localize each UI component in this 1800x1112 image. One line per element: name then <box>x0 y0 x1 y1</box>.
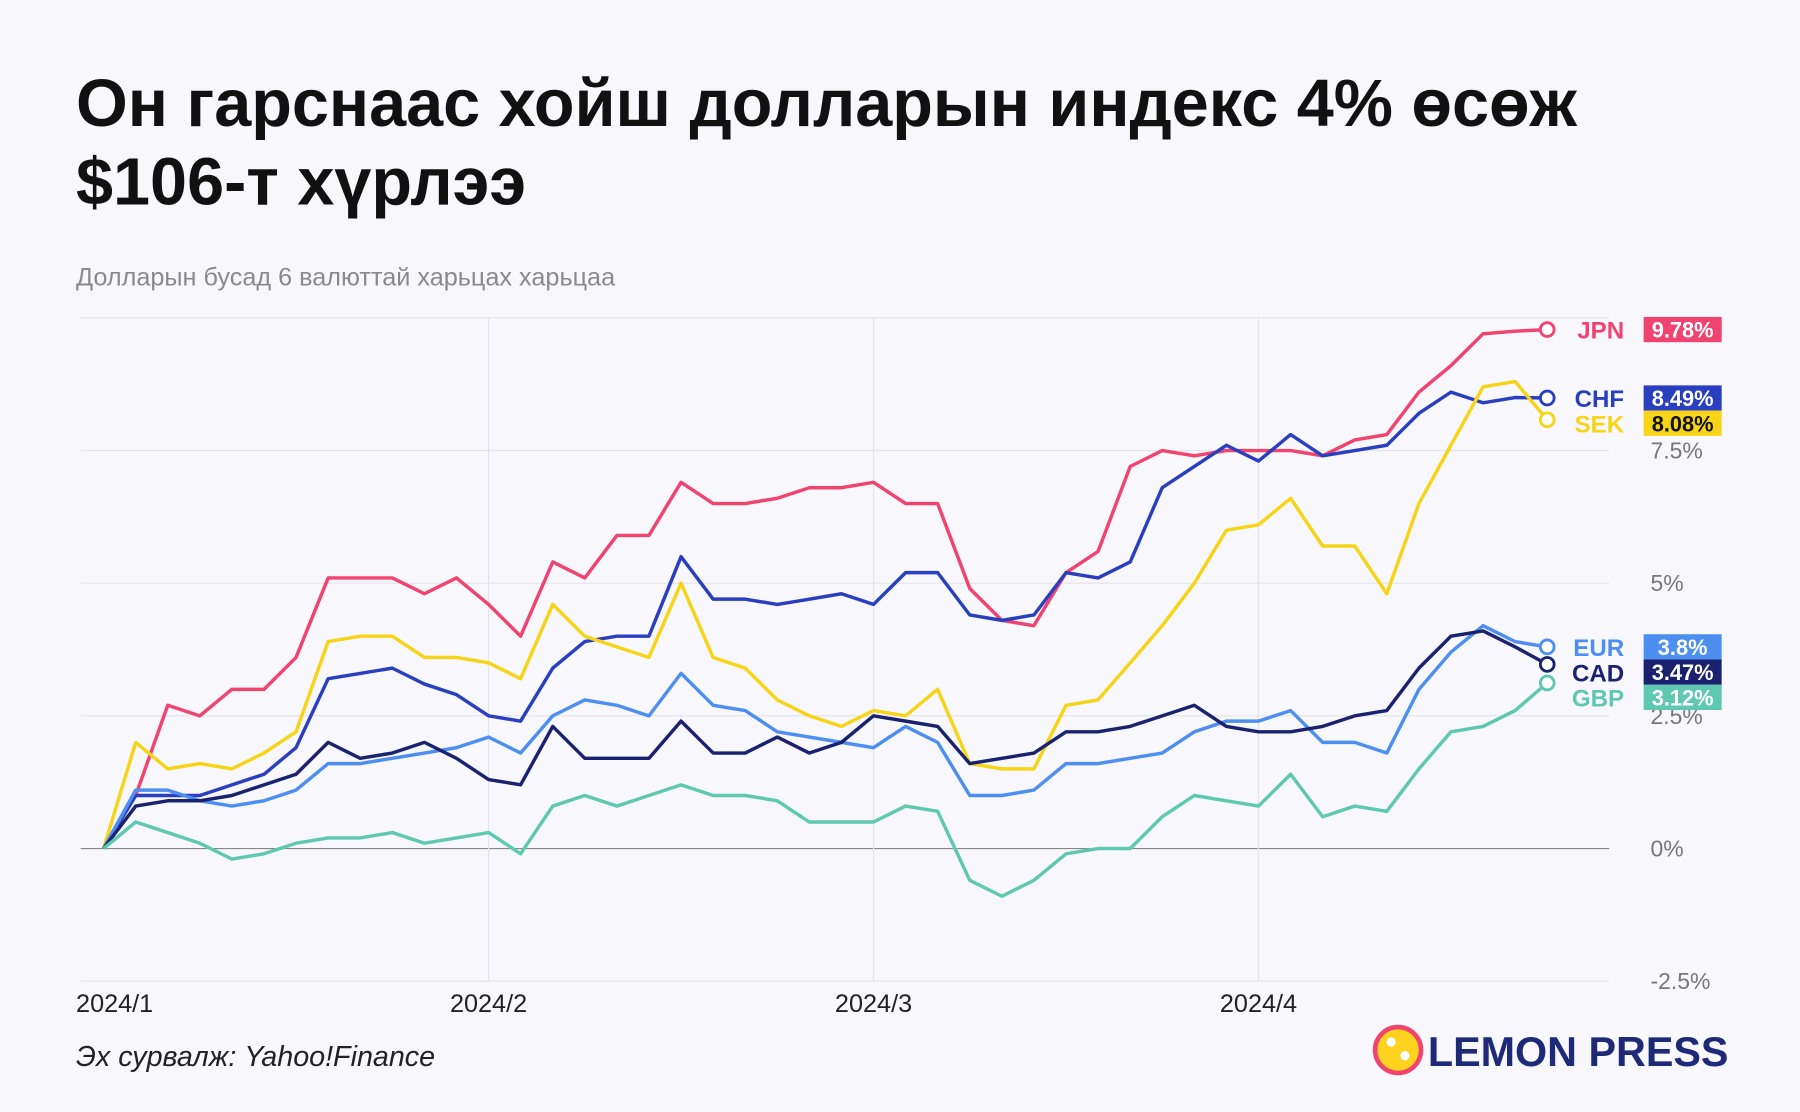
value-label: 3.12% <box>1652 685 1714 710</box>
end-marker <box>1538 674 1556 692</box>
value-label-box <box>1643 684 1722 710</box>
legend-label: SEK <box>1575 411 1625 438</box>
value-label-box <box>1643 659 1722 685</box>
logo: LEMON PRESS <box>1372 1024 1729 1076</box>
logo-icon <box>1372 1024 1424 1076</box>
line <box>101 379 1549 850</box>
chart-subtitle: Долларын бусад 6 валюттай харьцах харьца… <box>76 264 616 292</box>
legend-label: EUR <box>1573 635 1624 662</box>
line <box>102 327 1548 850</box>
value-label: 8.08% <box>1652 411 1714 436</box>
y-tick-label: -2.5% <box>1651 968 1711 994</box>
x-tick-label: 2024/2 <box>450 990 527 1018</box>
value-label-box <box>1643 316 1722 343</box>
end-marker <box>1538 321 1556 338</box>
legend-label: GBP <box>1572 686 1624 713</box>
legend-label: JPN <box>1577 318 1624 345</box>
legend-label: CAD <box>1572 660 1624 687</box>
y-tick-label: 7.5% <box>1651 438 1703 464</box>
legend-label: CHF <box>1575 386 1625 413</box>
value-label: 8.49% <box>1652 386 1714 411</box>
logo-icon <box>1400 1051 1410 1061</box>
source: Эх сурвалж: Yahoo!Finance <box>76 1041 435 1073</box>
value-label: 3.8% <box>1658 635 1708 660</box>
y-tick-label: 5% <box>1651 570 1684 596</box>
end-marker <box>1538 411 1556 429</box>
logo-icon <box>1386 1037 1396 1047</box>
line <box>102 681 1549 898</box>
line <box>102 623 1548 850</box>
end-marker <box>1538 389 1556 407</box>
line <box>102 629 1549 850</box>
x-tick-label: 2024/4 <box>1220 990 1297 1018</box>
value-label: 3.47% <box>1652 660 1714 685</box>
brand: LEMON PRESS <box>1428 1029 1729 1075</box>
chart-title: $106-т хүрлээ <box>76 145 526 219</box>
x-tick-label: 2024/1 <box>76 990 153 1018</box>
end-marker <box>1538 638 1556 656</box>
value-label-box <box>1643 385 1722 411</box>
line <box>102 390 1548 850</box>
chart-title: Он гарснаас хойш долларын индекс 4% өсөж <box>76 67 1578 141</box>
end-marker <box>1538 656 1556 673</box>
y-tick-label: 0% <box>1651 836 1684 862</box>
value-label: 9.78% <box>1652 318 1714 343</box>
value-label-box <box>1643 634 1722 660</box>
value-label-box <box>1643 410 1722 436</box>
x-tick-label: 2024/3 <box>835 990 912 1018</box>
